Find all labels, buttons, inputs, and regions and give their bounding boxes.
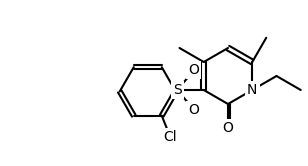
Text: O: O: [188, 63, 199, 77]
Text: Cl: Cl: [163, 130, 177, 144]
Text: S: S: [173, 83, 181, 97]
Text: N: N: [247, 83, 257, 97]
Text: O: O: [223, 121, 233, 135]
Text: O: O: [188, 103, 199, 117]
